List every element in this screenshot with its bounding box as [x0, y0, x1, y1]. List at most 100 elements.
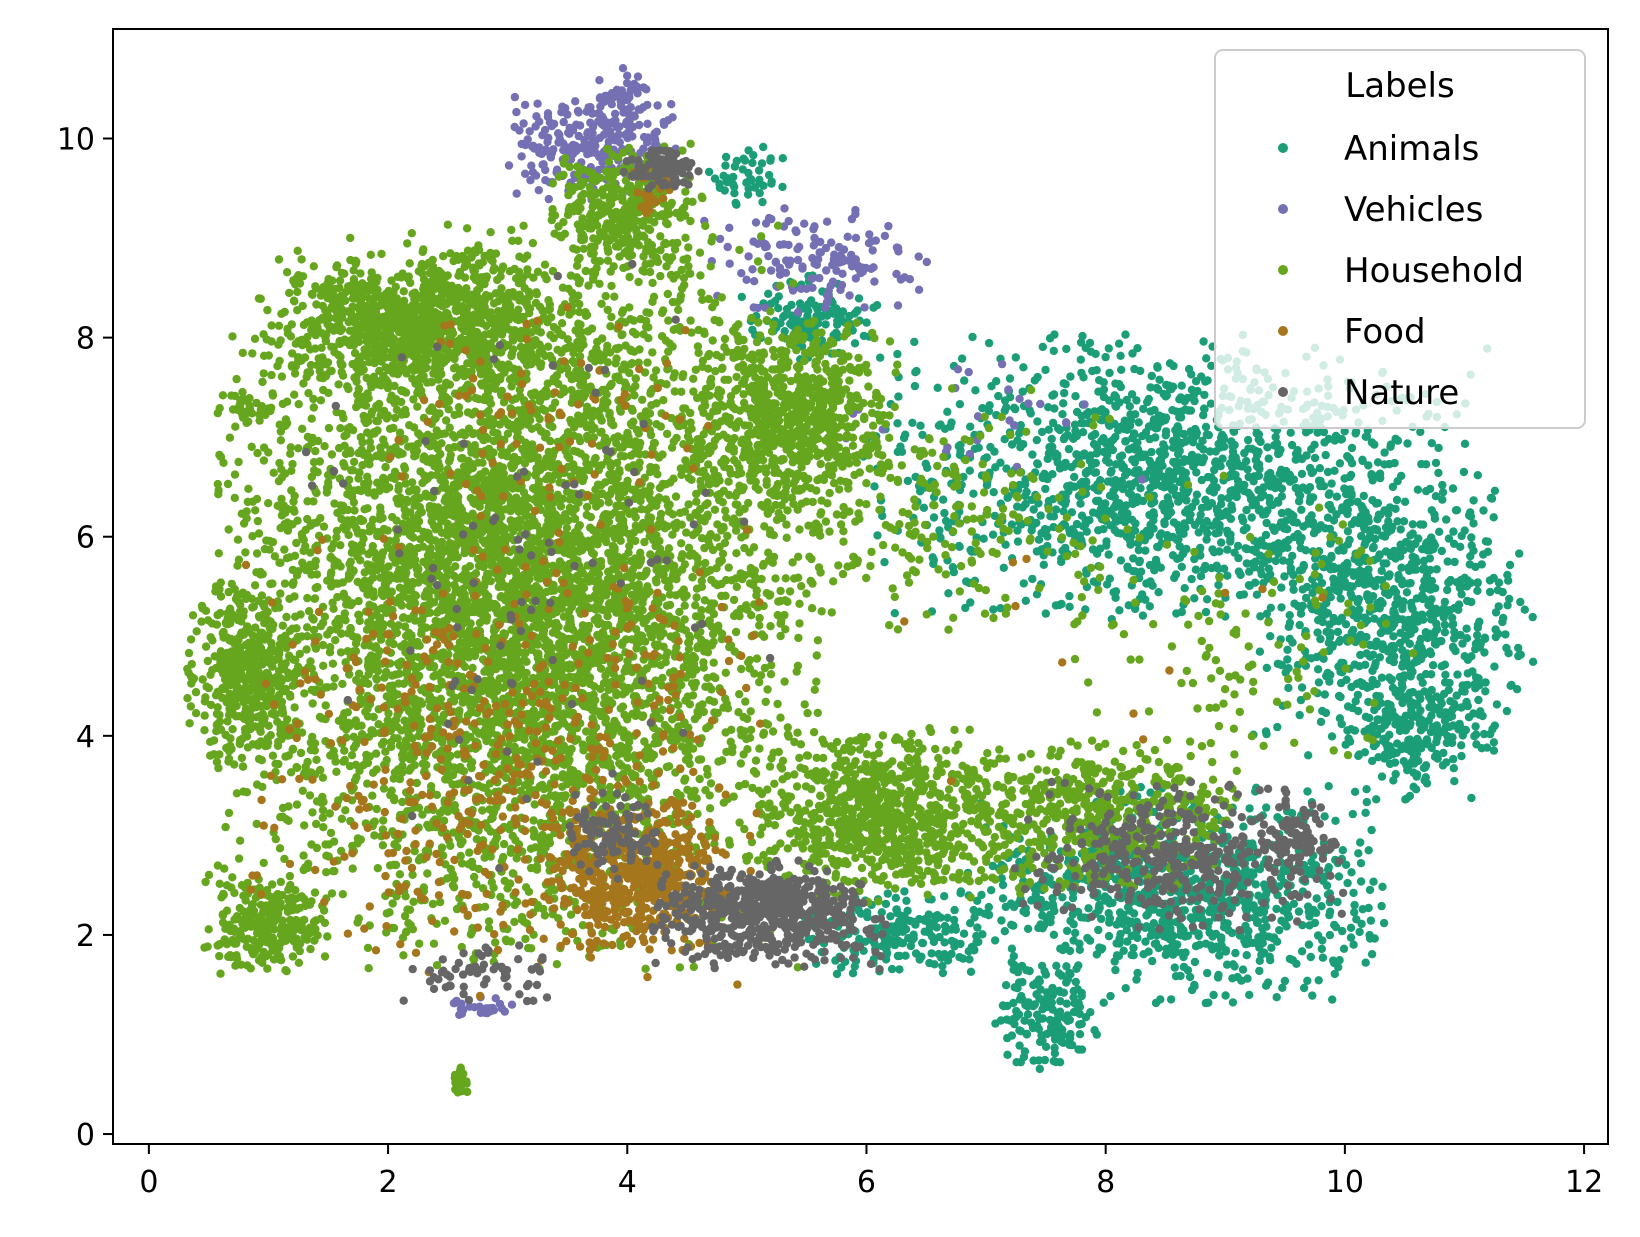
data-point: [1379, 918, 1389, 928]
data-point: [921, 459, 930, 468]
data-point: [1145, 602, 1155, 611]
data-point: [616, 93, 625, 102]
data-point: [1270, 526, 1279, 535]
data-point: [407, 229, 416, 238]
data-point: [1143, 397, 1152, 407]
data-point: [491, 994, 500, 1003]
data-point: [1019, 440, 1028, 449]
data-point: [1361, 712, 1371, 721]
data-point: [1351, 697, 1360, 706]
data-point: [1504, 649, 1513, 658]
data-point: [1222, 507, 1231, 516]
data-point: [1154, 943, 1163, 953]
data-point: [1248, 839, 1257, 848]
data-point: [1271, 432, 1280, 442]
data-point: [1207, 361, 1216, 371]
data-point: [1269, 933, 1279, 942]
data-point: [731, 198, 740, 208]
data-point: [1307, 445, 1316, 454]
data-point: [533, 99, 542, 108]
data-point: [1443, 557, 1452, 566]
data-point: [899, 433, 909, 443]
data-point: [1457, 751, 1466, 761]
data-point: [1297, 469, 1307, 479]
data-point: [1277, 603, 1286, 612]
data-point: [936, 534, 945, 543]
data-point: [766, 266, 776, 275]
data-point: [1403, 439, 1412, 448]
data-point: [839, 245, 849, 254]
data-point: [900, 273, 909, 282]
data-point: [1423, 740, 1433, 749]
data-point: [1112, 920, 1121, 929]
data-point: [1150, 566, 1159, 575]
data-point: [1425, 554, 1435, 563]
data-point: [1372, 637, 1381, 646]
data-point: [1029, 505, 1038, 514]
data-point: [1071, 928, 1080, 938]
data-point: [901, 925, 911, 934]
data-point: [497, 1004, 506, 1013]
data-point: [1060, 944, 1070, 953]
data-point: [1367, 825, 1376, 835]
data-point: [974, 443, 983, 452]
data-point: [1317, 578, 1327, 588]
data-point: [1240, 486, 1249, 496]
data-point: [1438, 495, 1447, 504]
data-point: [1083, 933, 1092, 943]
data-point: [929, 559, 938, 569]
data-point: [1168, 472, 1177, 481]
data-point: [1277, 518, 1286, 527]
data-point: [742, 275, 751, 284]
data-point: [1411, 558, 1420, 567]
data-point: [1277, 916, 1286, 925]
data-point: [960, 376, 969, 385]
data-point: [1042, 902, 1051, 911]
data-point: [1030, 376, 1040, 385]
data-point: [1159, 389, 1168, 399]
data-point: [954, 442, 963, 451]
data-point: [1474, 695, 1483, 705]
data-point: [1110, 525, 1119, 535]
data-point: [1123, 564, 1133, 573]
data-point: [1462, 624, 1471, 633]
data-point: [1111, 379, 1120, 388]
data-point: [1228, 447, 1238, 456]
data-point: [1011, 404, 1020, 414]
data-point: [837, 280, 847, 290]
data-point: [1116, 529, 1126, 538]
data-point: [1226, 530, 1235, 539]
data-point: [489, 1006, 499, 1015]
data-point: [1016, 421, 1025, 430]
data-point: [1155, 531, 1165, 541]
data-point: [1317, 944, 1327, 954]
data-point: [1247, 513, 1256, 522]
data-point: [1028, 574, 1037, 584]
data-point: [1311, 908, 1321, 918]
data-point: [1313, 665, 1323, 674]
data-point: [1045, 334, 1055, 343]
data-point: [997, 916, 1006, 925]
data-point: [1298, 585, 1308, 594]
data-point: [507, 1000, 517, 1009]
data-point: [1444, 578, 1453, 587]
data-point: [1123, 937, 1132, 946]
data-point: [1291, 449, 1301, 459]
data-point: [884, 221, 893, 231]
data-point: [1012, 1058, 1021, 1067]
data-point: [1249, 477, 1258, 486]
data-point: [1419, 650, 1428, 659]
data-point: [1365, 594, 1375, 604]
data-point: [1267, 943, 1276, 952]
data-point: [774, 292, 783, 301]
data-point: [1105, 491, 1115, 500]
data-point: [633, 72, 643, 81]
data-point: [1211, 529, 1220, 538]
data-point: [1103, 477, 1113, 486]
data-point: [1096, 945, 1106, 954]
data-point: [1504, 576, 1513, 585]
data-point: [969, 489, 978, 498]
data-point: [1289, 517, 1298, 527]
data-point: [1256, 565, 1265, 574]
data-point: [519, 119, 528, 128]
